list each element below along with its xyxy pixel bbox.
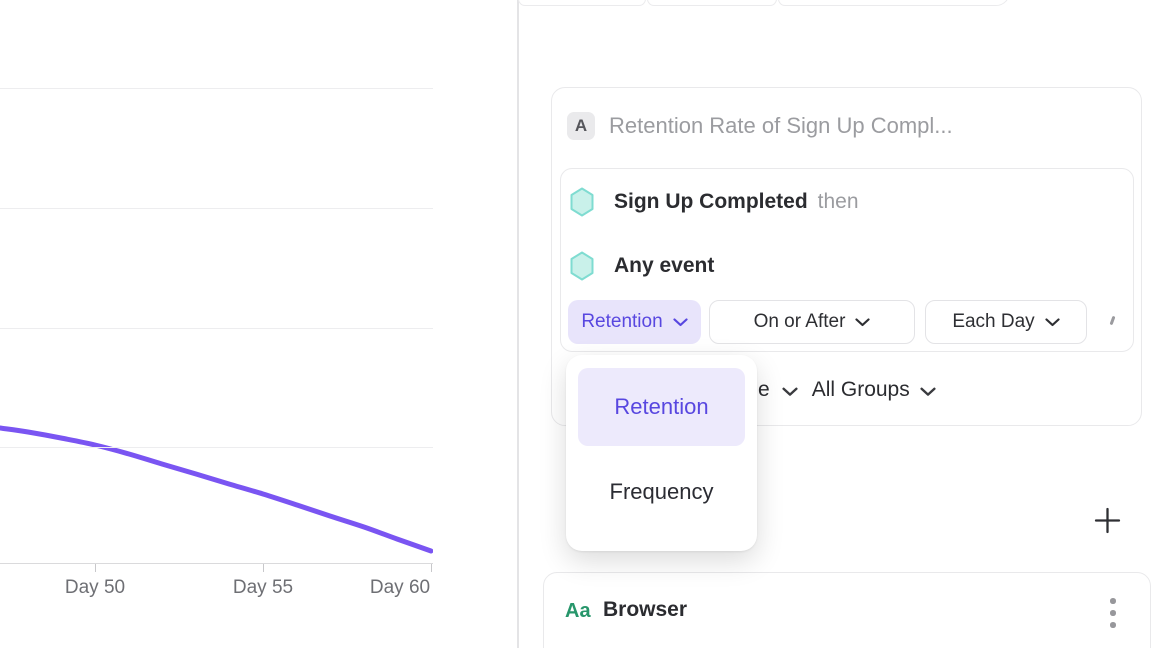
event-hexagon-icon — [570, 251, 594, 281]
clipped-top-tab-1[interactable] — [518, 0, 646, 6]
retention-chart: Day 50 Day 55 Day 60 — [0, 0, 433, 648]
interval-dropdown-button[interactable]: Each Day — [925, 300, 1087, 344]
menu-item-retention[interactable]: Retention — [578, 368, 745, 446]
interval-dropdown-label: Each Day — [952, 311, 1035, 332]
x-axis-tick — [94, 564, 96, 572]
menu-item-frequency[interactable]: Frequency — [578, 446, 745, 538]
clipped-top-tab-2[interactable] — [647, 0, 777, 6]
event-row-1[interactable]: Sign Up Completed then — [570, 186, 859, 218]
metric-name-input[interactable]: Retention Rate of Sign Up Compl... — [609, 113, 953, 138]
property-card: Aa Browser — [543, 572, 1151, 648]
mode-dropdown-button[interactable]: Retention — [568, 300, 701, 344]
plus-icon — [1094, 507, 1120, 533]
chevron-down-icon — [782, 387, 798, 397]
x-axis-tick — [262, 564, 264, 572]
gridline — [0, 447, 433, 448]
secondary-dropdown-row: e All Groups — [758, 375, 950, 405]
chevron-down-icon — [920, 387, 936, 397]
menu-item-label: Frequency — [609, 479, 714, 504]
property-name[interactable]: Browser — [603, 598, 688, 621]
chevron-down-icon — [855, 317, 871, 327]
x-axis-label: Day 55 — [232, 577, 294, 598]
panel-divider — [517, 0, 519, 648]
groups-dropdown[interactable]: All Groups — [811, 378, 910, 401]
retention-line-chart-svg — [0, 425, 433, 554]
chevron-down-icon — [673, 317, 688, 327]
window-dropdown-button[interactable]: On or After — [709, 300, 915, 344]
gridline — [0, 88, 433, 89]
text-property-icon: Aa — [565, 600, 591, 622]
event-row-2[interactable]: Any event — [570, 250, 714, 282]
event-connector: then — [817, 190, 859, 213]
x-axis-tick — [430, 564, 432, 572]
gridline — [0, 328, 433, 329]
kebab-menu-icon[interactable] — [1109, 598, 1117, 628]
retention-line — [0, 425, 433, 554]
x-axis-baseline — [0, 563, 433, 564]
x-axis-label: Day 60 — [369, 577, 431, 598]
clipped-metric-dropdown[interactable]: e — [758, 378, 770, 401]
add-button[interactable] — [1090, 503, 1124, 537]
menu-item-label: Retention — [614, 394, 709, 419]
event-hexagon-icon — [570, 187, 594, 217]
gridline — [0, 208, 433, 209]
window-dropdown-label: On or After — [753, 311, 846, 332]
event-name[interactable]: Sign Up Completed — [614, 190, 808, 213]
mode-dropdown-label: Retention — [581, 311, 663, 332]
metric-badge: A — [567, 112, 595, 140]
clipped-top-tab-3[interactable] — [778, 0, 1010, 6]
x-axis-label: Day 50 — [64, 577, 126, 598]
event-name[interactable]: Any event — [614, 254, 715, 277]
chevron-down-icon — [1045, 317, 1060, 327]
mode-dropdown-menu: Retention Frequency — [566, 355, 757, 551]
